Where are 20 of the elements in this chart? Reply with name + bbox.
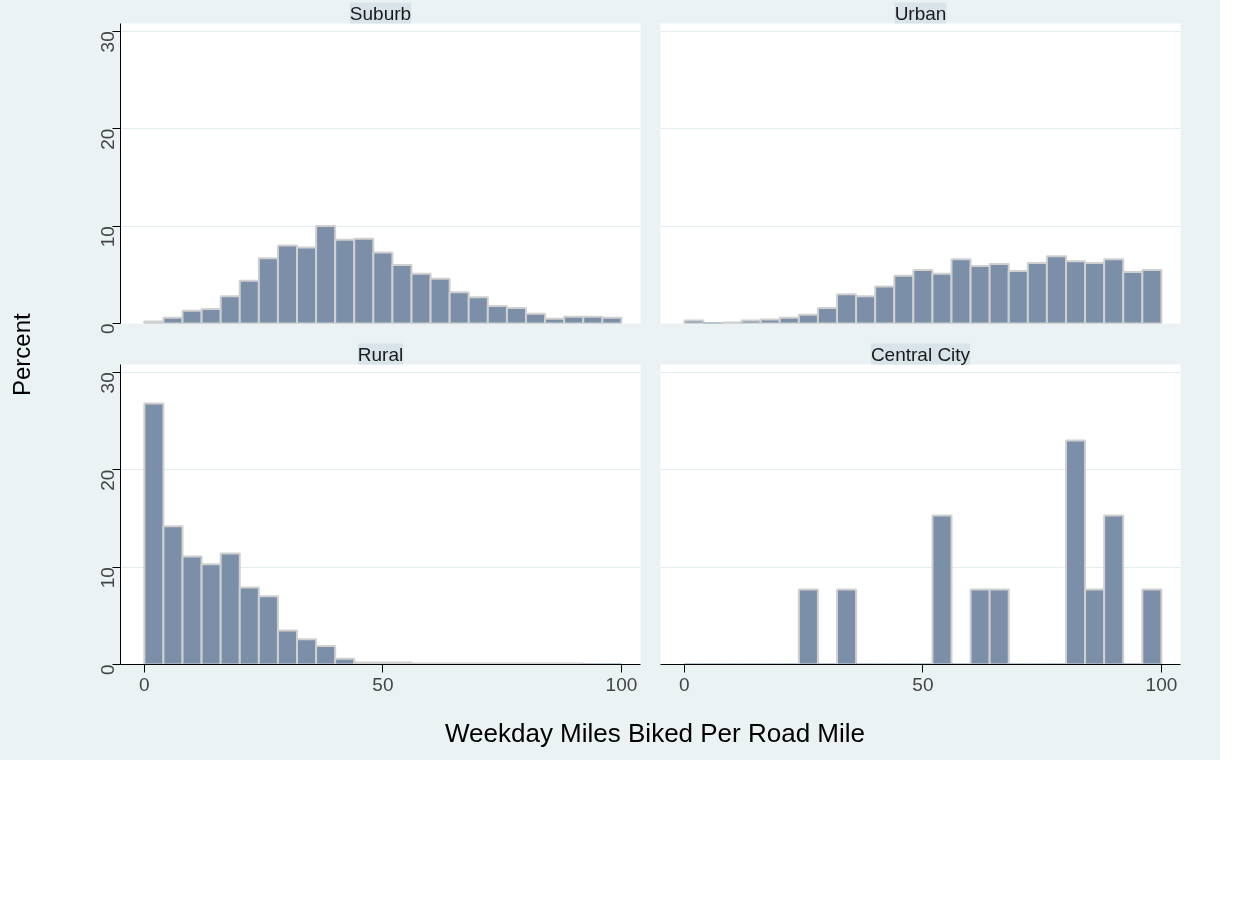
x-axis-title: Weekday Miles Biked Per Road Mile — [444, 717, 866, 750]
y-tick-label: 10 — [97, 567, 118, 589]
x-tick-label: 0 — [679, 673, 690, 695]
chart-title: Rural — [357, 343, 404, 365]
y-tick-label: 20 — [97, 128, 118, 150]
y-tick-label: 10 — [97, 226, 118, 248]
x-tick-label: 50 — [912, 673, 934, 695]
y-tick-label: 0 — [97, 664, 118, 676]
x-tick-label: 100 — [1145, 673, 1178, 695]
y-tick-label: 30 — [97, 31, 118, 53]
chart-title: Urban — [894, 2, 947, 24]
chart-title: Suburb — [349, 2, 412, 24]
x-tick-label: 50 — [372, 673, 394, 695]
y-tick-label: 30 — [97, 372, 118, 394]
x-tick-label: 100 — [605, 673, 638, 695]
y-axis-title: Percent — [7, 313, 36, 397]
y-tick-label: 20 — [97, 469, 118, 491]
y-tick-label: 0 — [97, 323, 118, 335]
chart-title: Central City — [870, 343, 971, 365]
x-tick-label: 0 — [139, 673, 150, 695]
